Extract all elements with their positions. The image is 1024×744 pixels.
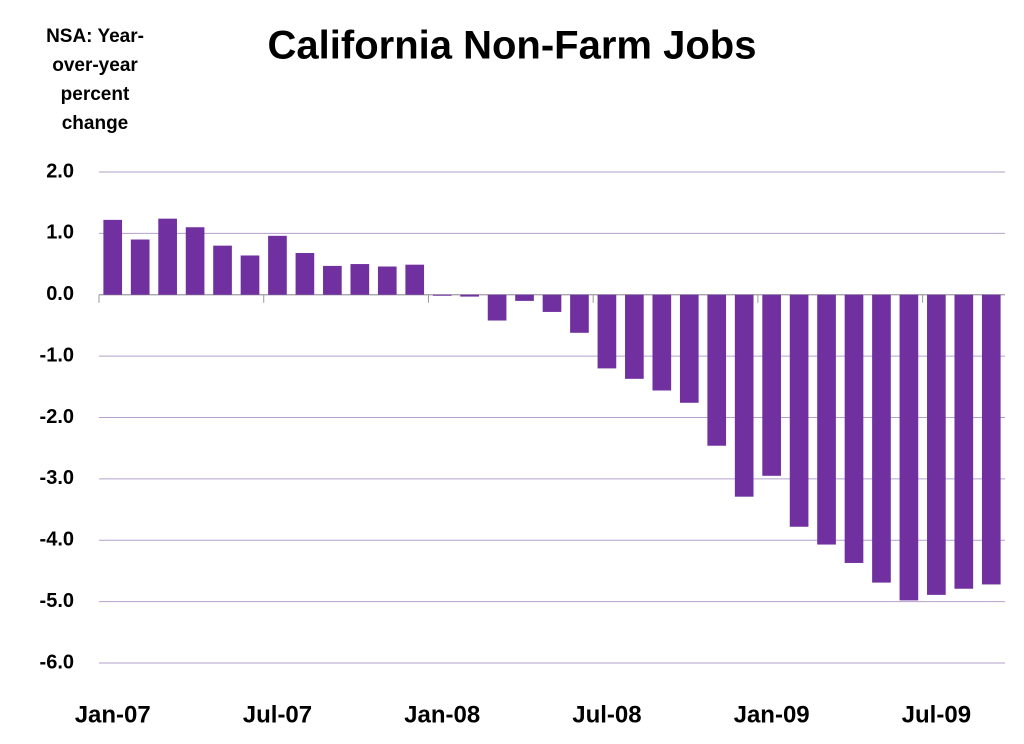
chart-title: California Non-Farm Jobs (268, 24, 757, 68)
bar (625, 294, 644, 379)
y-tick-label: 1.0 (46, 222, 74, 244)
y-axis-label: NSA: Year-over-year percent change (46, 26, 144, 134)
bar (130, 239, 150, 295)
y-tick-label: 0.0 (46, 283, 74, 305)
bar (240, 255, 260, 295)
bar (597, 294, 617, 369)
bar (432, 294, 452, 296)
bar (762, 294, 781, 476)
x-tick-label: Jul-09 (902, 701, 971, 728)
bar (734, 294, 754, 497)
y-tick-label: -6.0 (40, 651, 74, 673)
y-tick-label: -1.0 (40, 344, 74, 366)
x-tick-label: Jan-07 (75, 701, 151, 728)
x-tick-label: Jan-08 (404, 701, 480, 728)
bar (295, 253, 315, 295)
y-tick-label: 2.0 (46, 160, 74, 182)
bar (789, 294, 809, 527)
bar (872, 294, 891, 583)
bar (377, 266, 397, 295)
bar (899, 294, 919, 601)
bar (185, 227, 205, 295)
bar (954, 294, 974, 589)
bar (487, 294, 507, 321)
bar (213, 245, 232, 295)
bar (844, 294, 864, 563)
bar (158, 218, 177, 295)
bar (103, 219, 123, 295)
bar (570, 294, 589, 333)
y-tick-label: -3.0 (40, 467, 74, 489)
bar (515, 294, 534, 301)
y-tick-label: -4.0 (40, 529, 74, 551)
bar (350, 264, 370, 295)
x-tick-label: Jan-09 (734, 701, 810, 728)
bar (405, 264, 425, 295)
bar (981, 294, 1001, 585)
bar (460, 294, 479, 297)
bar (679, 294, 699, 403)
bar (927, 294, 946, 595)
x-tick-label: Jul-08 (572, 701, 641, 728)
y-tick-label: -5.0 (40, 590, 74, 612)
bar (268, 235, 287, 295)
bar (652, 294, 672, 391)
y-tick-label: -2.0 (40, 406, 74, 428)
x-tick-label: Jul-07 (243, 701, 312, 728)
bar (542, 294, 562, 312)
bar (323, 265, 342, 295)
bar (817, 294, 836, 545)
bar (707, 294, 727, 446)
